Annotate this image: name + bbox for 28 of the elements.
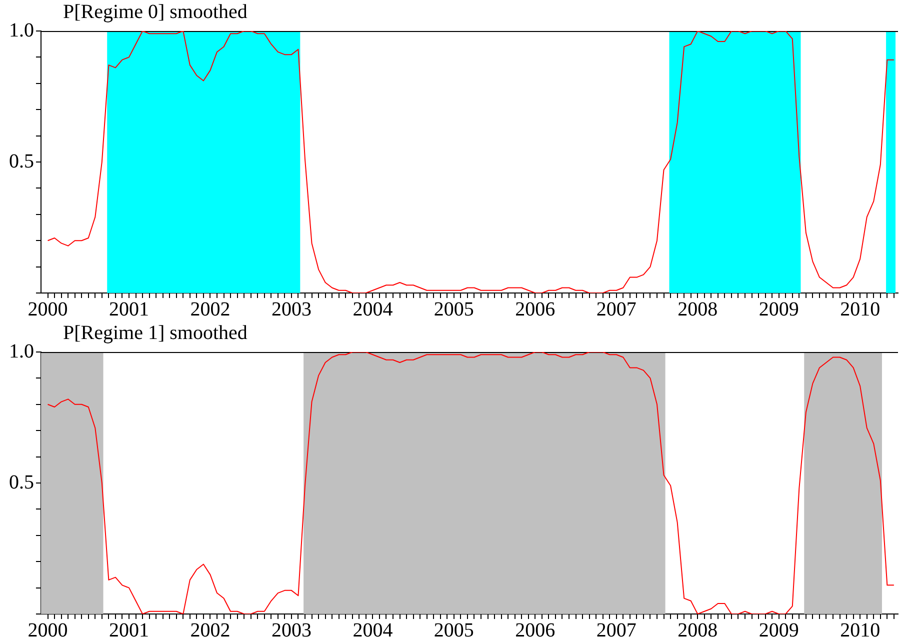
- x-tick-label: 2005: [434, 298, 474, 320]
- x-tick-label: 2009: [758, 298, 799, 320]
- x-tick-label: 2007: [596, 298, 636, 320]
- x-tick-label: 2010: [840, 619, 880, 642]
- x-tick-label: 2008: [678, 619, 718, 642]
- x-tick-label: 2001: [109, 619, 149, 642]
- x-tick-label: 2003: [271, 298, 312, 320]
- x-tick-label: 2007: [596, 619, 636, 642]
- x-tick-label: 2001: [109, 298, 149, 320]
- x-tick-label: 2000: [28, 619, 68, 642]
- x-tick-label: 2002: [190, 619, 230, 642]
- x-tick-label: 2006: [515, 298, 556, 320]
- x-tick-label: 2000: [28, 298, 68, 320]
- x-tick-label: 2004: [352, 298, 393, 320]
- x-tick-label: 2008: [678, 298, 718, 320]
- x-tick-label: 2002: [190, 298, 230, 320]
- x-tick-label: 2009: [758, 619, 799, 642]
- x-tick-label: 2006: [515, 619, 556, 642]
- x-tick-label: 2005: [434, 619, 474, 642]
- x-tick-label: 2010: [840, 298, 880, 320]
- x-tick-label: 2004: [352, 619, 393, 642]
- chart-title: P[Regime 0] smoothed: [63, 1, 248, 24]
- y-tick-label: 1.0: [9, 340, 34, 362]
- chart-title: P[Regime 1] smoothed: [63, 322, 248, 345]
- y-tick-label: 0.5: [9, 471, 34, 494]
- y-tick-label: 0.5: [9, 150, 34, 172]
- x-tick-label: 2003: [271, 619, 312, 642]
- y-tick-label: 1.0: [9, 19, 34, 42]
